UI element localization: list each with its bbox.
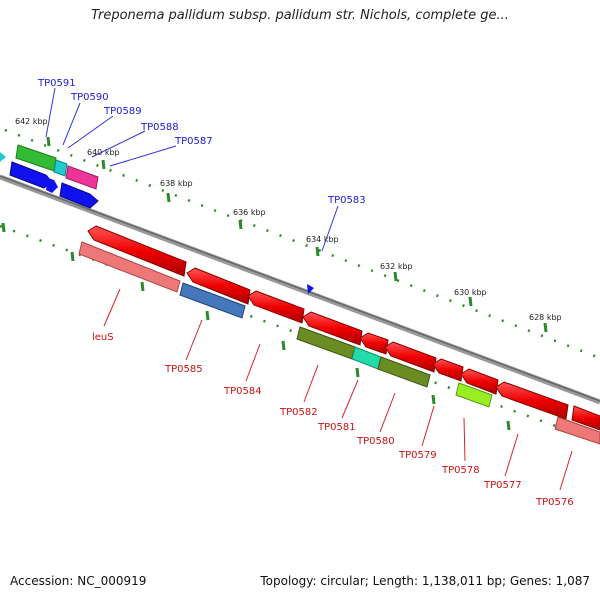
feature-tp0589[interactable] xyxy=(65,165,99,190)
gene-label-tp0584[interactable]: TP0584 xyxy=(223,386,262,397)
gene-label-tp0583[interactable]: TP0583 xyxy=(327,195,366,206)
tick-label-640: 640 kbp xyxy=(87,148,120,157)
outer-tick-track xyxy=(4,128,600,360)
genome-summary-text: Topology: circular; Length: 1,138,011 bp… xyxy=(260,574,590,588)
genome-backbone xyxy=(0,174,600,405)
gene-label-tp0579[interactable]: TP0579 xyxy=(398,450,437,461)
bottom-label-connectors xyxy=(103,288,573,491)
tick-label-642: 642 kbp xyxy=(15,117,48,126)
gene-label-tp0577[interactable]: TP0577 xyxy=(483,480,522,491)
feature-tp0576[interactable] xyxy=(554,416,600,445)
gene-label-tp0590[interactable]: TP0590 xyxy=(70,92,109,103)
feature-tp0576-red[interactable] xyxy=(571,405,600,431)
tick-label-638: 638 kbp xyxy=(160,179,193,188)
gene-label-leus[interactable]: leuS xyxy=(92,332,114,343)
tick-label-628: 628 kbp xyxy=(529,313,562,322)
gene-label-tp0582[interactable]: TP0582 xyxy=(279,407,318,418)
feature-tp0585[interactable] xyxy=(179,282,246,319)
feature-tp0583[interactable] xyxy=(307,284,314,294)
feature-tp0582-red[interactable] xyxy=(302,311,363,346)
feature-tp0588-arrow[interactable] xyxy=(46,178,58,193)
reverse-features-red[interactable] xyxy=(87,225,600,431)
gene-label-tp0576[interactable]: TP0576 xyxy=(535,497,574,508)
gene-label-tp0580[interactable]: TP0580 xyxy=(356,436,395,447)
feature-tp0580-red[interactable] xyxy=(384,341,437,373)
feature-tp0578-red[interactable] xyxy=(460,368,499,395)
gene-label-tp0581[interactable]: TP0581 xyxy=(317,422,356,433)
feature-tp0587[interactable] xyxy=(59,182,99,209)
forward-features[interactable] xyxy=(0,144,314,294)
top-label-connectors xyxy=(45,87,339,252)
feature-tp0590[interactable] xyxy=(53,159,68,177)
feature-leus[interactable] xyxy=(87,225,187,277)
gene-label-tp0587[interactable]: TP0587 xyxy=(174,136,213,147)
feature-tp0577[interactable] xyxy=(495,381,569,420)
tick-label-630: 630 kbp xyxy=(454,288,487,297)
tick-label-634: 634 kbp xyxy=(306,235,339,244)
feature-leus-pink[interactable] xyxy=(78,241,181,293)
feature-tp0579[interactable] xyxy=(432,358,464,382)
gene-label-tp0589[interactable]: TP0589 xyxy=(103,106,142,117)
gene-label-tp0578[interactable]: TP0578 xyxy=(441,465,480,476)
gene-label-tp0588[interactable]: TP0588 xyxy=(140,122,179,133)
feature-tp0580[interactable] xyxy=(377,356,431,388)
feature-edge-cyan[interactable] xyxy=(0,152,6,162)
feature-tp0585-red[interactable] xyxy=(186,267,251,305)
tick-label-636: 636 kbp xyxy=(233,208,266,217)
feature-tp0578[interactable] xyxy=(455,382,493,408)
tick-label-632: 632 kbp xyxy=(380,262,413,271)
feature-tp0584[interactable] xyxy=(247,290,305,324)
feature-tp0581-red[interactable] xyxy=(359,332,389,355)
map-title: Treponema pallidum subsp. pallidum str. … xyxy=(91,8,509,23)
accession-text: Accession: NC_000919 xyxy=(10,574,147,588)
gene-label-tp0591[interactable]: TP0591 xyxy=(37,78,76,89)
reverse-features-lower[interactable] xyxy=(78,241,600,445)
major-ticks xyxy=(1,136,548,431)
gene-label-tp0585[interactable]: TP0585 xyxy=(164,364,203,375)
